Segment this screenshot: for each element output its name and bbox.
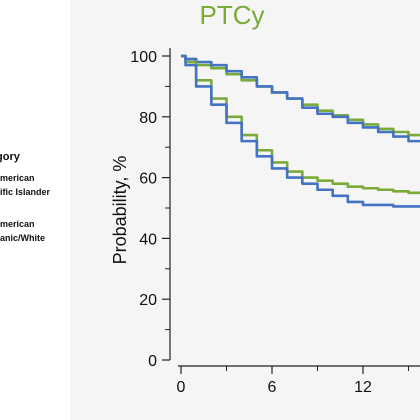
y-axis-title: Probability, % (110, 156, 130, 265)
x-tick-label: 0 (177, 379, 186, 396)
series-layer (181, 54, 420, 208)
legend-entry-1-line2: ific Islander (0, 187, 51, 197)
series-line-4 (181, 54, 420, 208)
y-tick-label: 20 (139, 292, 157, 309)
chart-panel (70, 0, 420, 420)
y-tick-label: 40 (139, 231, 157, 248)
ticks: 0 20 40 60 80 100 0 6 12 (130, 49, 409, 396)
legend-entry-1-line1: merican (0, 173, 35, 183)
legend-panel: gory merican ific Islander merican anic/… (0, 0, 70, 420)
y-tick-label: 60 (139, 171, 157, 188)
series-line-1 (181, 54, 420, 137)
legend-entry-2-line1: merican (0, 219, 35, 229)
legend-title: gory (0, 151, 20, 163)
series-line-2 (181, 54, 420, 143)
series-line-3 (181, 54, 420, 195)
legend-entry-2-line2: anic/White (0, 233, 46, 243)
x-tick-label: 12 (354, 379, 372, 396)
y-tick-label: 80 (139, 110, 157, 127)
axes (169, 48, 420, 367)
y-tick-label: 0 (148, 353, 157, 370)
x-tick-label: 6 (268, 379, 277, 396)
y-tick-label: 100 (130, 49, 157, 66)
chart-title: PTCy (200, 0, 265, 30)
